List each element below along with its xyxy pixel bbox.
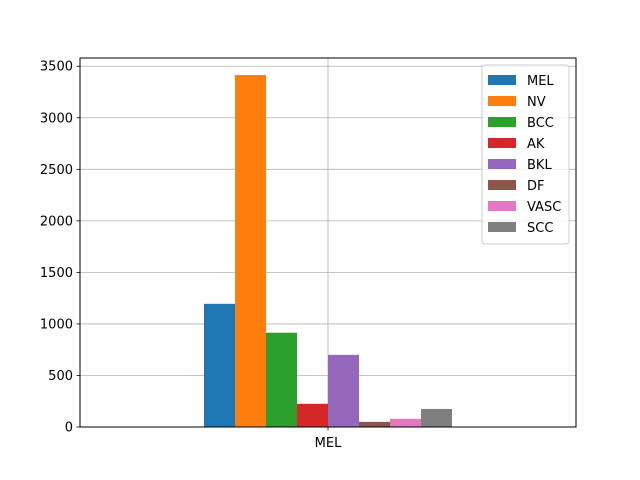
bar-ak	[297, 403, 328, 427]
x-axis-ticks: MEL	[315, 427, 342, 451]
legend-box	[481, 64, 570, 245]
legend-label-bkl: BKL	[527, 158, 552, 173]
y-tick-label: 3000	[40, 111, 73, 126]
y-tick-label: 3500	[40, 60, 73, 75]
legend-label-df: DF	[527, 179, 545, 194]
y-axis-ticks: 0 500 1000 1500 2000 2500 3000 3500	[40, 60, 80, 436]
legend-label-bcc: BCC	[527, 116, 554, 131]
legend-swatch-bkl	[488, 159, 516, 169]
x-tick-label: MEL	[315, 436, 342, 451]
legend-swatch-vasc	[488, 201, 516, 211]
y-tick-label: 2000	[40, 214, 73, 229]
legend-label-scc: SCC	[527, 221, 553, 236]
legend: MEL NV BCC AK BKL DF VASC SCC	[481, 64, 570, 245]
legend-swatch-ak	[488, 138, 516, 148]
bar-bcc	[266, 332, 297, 427]
legend-label-vasc: VASC	[527, 200, 561, 215]
legend-swatch-mel	[488, 75, 516, 85]
legend-swatch-bcc	[488, 117, 516, 127]
legend-swatch-df	[488, 180, 516, 190]
bar-vasc	[390, 418, 421, 427]
legend-swatch-nv	[488, 96, 516, 106]
y-tick-label: 500	[48, 369, 73, 384]
legend-label-mel: MEL	[527, 74, 554, 89]
bars	[204, 75, 452, 427]
bar-scc	[421, 408, 452, 427]
y-tick-label: 1500	[40, 266, 73, 281]
bar-bkl	[328, 354, 359, 427]
bar-nv	[235, 75, 266, 427]
legend-swatch-scc	[488, 222, 516, 232]
y-tick-label: 1000	[40, 317, 73, 332]
legend-label-nv: NV	[527, 95, 546, 110]
y-tick-label: 2500	[40, 163, 73, 178]
legend-label-ak: AK	[527, 137, 545, 152]
bar-df	[359, 421, 390, 427]
y-tick-label: 0	[65, 421, 73, 436]
bar-mel	[204, 303, 235, 427]
